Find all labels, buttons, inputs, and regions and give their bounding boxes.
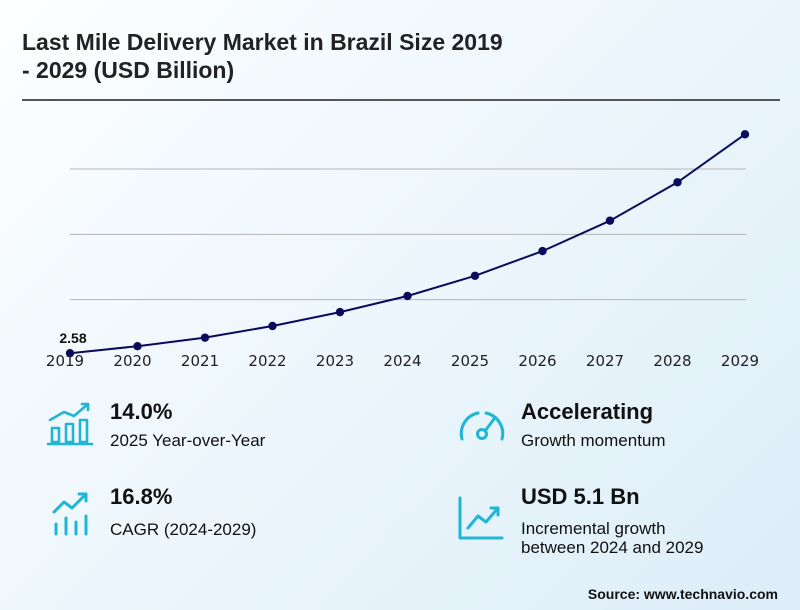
x-tick-label-2020: 2020 (113, 352, 151, 370)
source-credit: Source: www.technavio.com (587, 586, 778, 602)
x-tick-label-2028: 2028 (653, 352, 691, 370)
x-tick-label-2027: 2027 (586, 352, 624, 370)
x-tick-label-2026: 2026 (518, 352, 556, 370)
data-point-2021 (200, 333, 210, 342)
x-tick-label-2022: 2022 (248, 352, 286, 370)
data-point-2024 (403, 291, 412, 301)
stat-incremental-desc-line-2: between 2024 and 2029 (521, 538, 704, 557)
stat-yoy-value: 14.0% (110, 399, 173, 424)
data-point-2029 (740, 130, 750, 139)
data-point-2026 (538, 246, 547, 256)
stat-incremental-desc-line-1: Incremental growth (521, 519, 666, 538)
stat-yoy-desc: 2025 Year-over-Year (110, 431, 266, 450)
data-point-2023 (335, 307, 345, 317)
line-chart-up-icon (458, 496, 504, 540)
stat-incremental-value: USD 5.1 Bn (521, 484, 640, 509)
stat-cagr-desc: CAGR (2024-2029) (110, 520, 257, 539)
stat-momentum-value: Accelerating (521, 399, 654, 424)
x-tick-label-2021: 2021 (181, 352, 219, 370)
title-line-1: Last Mile Delivery Market in Brazil Size… (22, 29, 503, 55)
stat-yoy: 14.0% 2025 Year-over-Year (0, 395, 400, 455)
stat-momentum: Accelerating Growth momentum (400, 395, 800, 455)
stat-incremental-desc: Incremental growth between 2024 and 2029 (521, 519, 703, 557)
stat-momentum-desc: Growth momentum (521, 431, 666, 450)
trend-bars-icon (52, 492, 88, 536)
data-point-2019 (65, 348, 75, 358)
data-point-2025 (470, 271, 480, 280)
x-tick-label-2029: 2029 (721, 352, 759, 370)
title-line-2: - 2029 (USD Billion) (22, 57, 235, 83)
stat-cagr: 16.8% CAGR (2024-2029) (0, 480, 400, 550)
series-line (69, 133, 746, 355)
stat-cagr-value: 16.8% (110, 484, 173, 509)
stat-incremental: USD 5.1 Bn Incremental growth between 20… (400, 480, 800, 570)
page-title: Last Mile Delivery Market in Brazil Size… (22, 28, 662, 84)
x-tick-label-2019: 2019 (46, 352, 84, 370)
x-tick-label-2025: 2025 (451, 352, 489, 370)
bar-chart-up-icon (46, 402, 94, 446)
data-point-2027 (605, 216, 615, 225)
data-label-2019: 2.58 (59, 330, 86, 346)
data-point-2020 (133, 342, 142, 351)
x-tick-label-2024: 2024 (383, 352, 421, 370)
line-chart: 2019 2020 2021 2022 2023 2024 2025 2026 2027 2028… (46, 130, 759, 370)
x-tick-label-2023: 2023 (316, 352, 354, 370)
data-point-2022 (268, 321, 277, 331)
data-point-2028 (673, 178, 682, 187)
title-divider (22, 99, 780, 101)
gauge-icon (459, 411, 505, 441)
